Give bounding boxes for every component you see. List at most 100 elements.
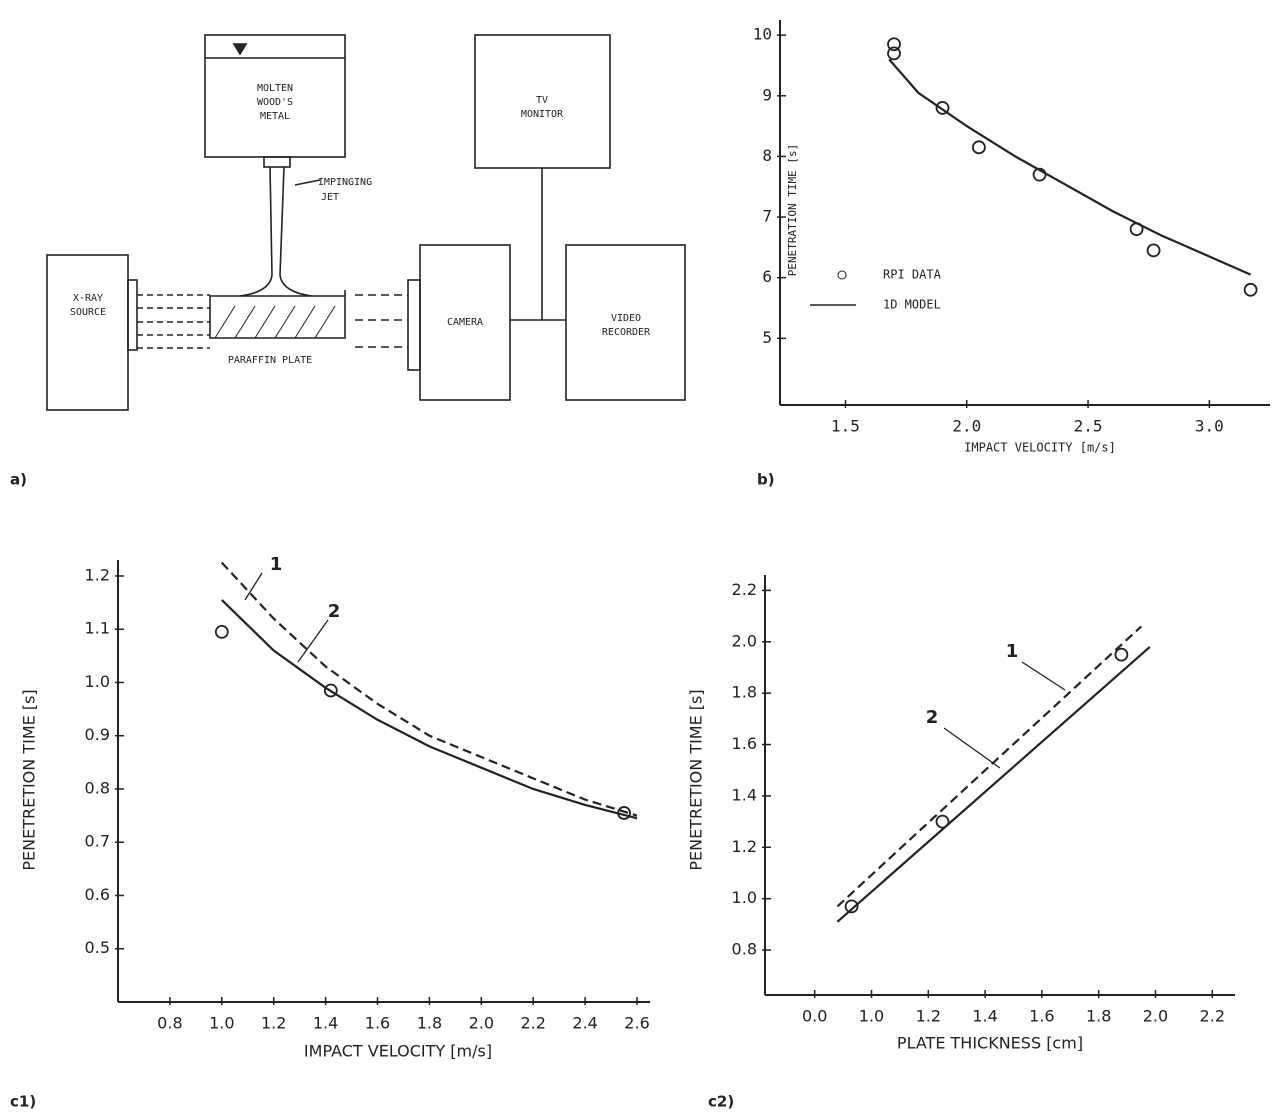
- x-tick-label: 2.0: [1143, 1007, 1168, 1026]
- x-tick-label: 1.8: [1086, 1007, 1111, 1026]
- x-axis-label: IMPACT VELOCITY [m/s]: [964, 441, 1116, 455]
- y-tick-label: 1.0: [85, 672, 110, 691]
- model-curve: [222, 563, 637, 816]
- x-tick-label: 2.4: [572, 1014, 597, 1033]
- paraffin-plate: [210, 296, 345, 338]
- monitor-label: TV: [536, 95, 548, 106]
- data-point: [216, 626, 228, 638]
- cable: [510, 168, 566, 320]
- y-tick-label: 1.4: [732, 785, 757, 804]
- y-tick-label: 8: [762, 146, 772, 165]
- x-tick-label: 1.0: [859, 1007, 884, 1026]
- panel-label: c2): [708, 1093, 734, 1111]
- x-tick-label: 2.2: [520, 1014, 545, 1033]
- y-tick-label: 1.2: [85, 565, 110, 584]
- jet-label: JET: [321, 192, 339, 203]
- y-tick-label: 9: [762, 85, 772, 104]
- y-tick-label: 0.7: [85, 832, 110, 851]
- annotation-leader: [944, 728, 1000, 768]
- source-label: SOURCE: [70, 307, 106, 318]
- x-tick-label: 0.8: [157, 1014, 182, 1033]
- y-tick-label: 6: [762, 267, 772, 286]
- legend-label: 1D MODEL: [883, 298, 941, 312]
- annotation: 2: [328, 601, 341, 622]
- x-tick-label: 1.5: [831, 417, 860, 436]
- x-tick-label: 2.0: [469, 1014, 494, 1033]
- x-tick-label: 1.6: [365, 1014, 390, 1033]
- y-tick-label: 0.9: [85, 725, 110, 744]
- x-tick-label: 2.6: [624, 1014, 649, 1033]
- model-curve: [889, 59, 1250, 274]
- y-tick-label: 1.2: [732, 837, 757, 856]
- tank: [205, 35, 345, 157]
- y-tick-label: 0.6: [85, 885, 110, 904]
- x-axis-label: PLATE THICKNESS [cm]: [897, 1034, 1083, 1053]
- camera-label: CAMERA: [447, 317, 483, 328]
- recorder-label: VIDEO: [611, 313, 641, 324]
- leader: [295, 180, 320, 185]
- model-curve: [222, 600, 637, 818]
- x-tick-label: 2.5: [1074, 417, 1103, 436]
- camera-lens: [408, 280, 420, 370]
- level-marker: [234, 44, 246, 54]
- data-point: [1245, 284, 1257, 296]
- rays: [137, 295, 210, 348]
- x-tick-label: 0.0: [802, 1007, 827, 1026]
- x-tick-label: 2.0: [952, 417, 981, 436]
- tank-label: WOOD'S: [257, 97, 293, 108]
- data-point: [1148, 244, 1160, 256]
- y-tick-label: 10: [753, 25, 772, 44]
- y-tick-label: 1.0: [732, 888, 757, 907]
- y-tick-label: 1.8: [732, 683, 757, 702]
- nozzle: [264, 157, 290, 167]
- recorder-label: RECORDER: [602, 327, 651, 338]
- y-tick-label: 2.0: [732, 631, 757, 650]
- jet: [240, 167, 312, 296]
- monitor-label: MONITOR: [521, 109, 564, 120]
- annotation: 1: [1006, 641, 1019, 662]
- data-point: [973, 141, 985, 153]
- legend-label: RPI DATA: [883, 268, 942, 282]
- data-point: [1115, 649, 1127, 661]
- x-tick-label: 1.2: [261, 1014, 286, 1033]
- rays-out: [355, 295, 408, 347]
- tank-label: METAL: [260, 111, 290, 122]
- model-curve: [837, 626, 1141, 906]
- panel-label: c1): [10, 1093, 36, 1111]
- jet-label: IMPINGING: [318, 177, 372, 188]
- model-curve: [837, 647, 1149, 922]
- y-tick-label: 1.6: [732, 734, 757, 753]
- panel-label: a): [10, 471, 27, 489]
- x-tick-label: 2.2: [1200, 1007, 1225, 1026]
- x-axis-label: IMPACT VELOCITY [m/s]: [304, 1042, 492, 1061]
- panel-label: b): [757, 471, 775, 489]
- legend-symbol: [838, 271, 846, 279]
- tank-label: MOLTEN: [257, 83, 293, 94]
- y-tick-label: 0.8: [732, 940, 757, 959]
- x-tick-label: 3.0: [1195, 417, 1224, 436]
- y-tick-label: 5: [762, 328, 772, 347]
- y-axis-label: PENETRATION TIME [s]: [786, 144, 799, 276]
- xray-source: [47, 255, 128, 410]
- y-tick-label: 7: [762, 207, 772, 226]
- source-window: [128, 280, 137, 350]
- x-tick-label: 1.4: [313, 1014, 338, 1033]
- x-tick-label: 1.0: [209, 1014, 234, 1033]
- annotation-leader: [1022, 662, 1065, 690]
- y-tick-label: 0.8: [85, 778, 110, 797]
- source-label: X-RAY: [73, 293, 103, 304]
- y-axis-label: PENETRETION TIME [s]: [687, 689, 706, 870]
- diagram: MOLTEN WOOD'S METAL IMPINGING JET PARAFF…: [47, 35, 685, 410]
- y-tick-label: 2.2: [732, 580, 757, 599]
- x-tick-label: 1.8: [417, 1014, 442, 1033]
- plate-label: PARAFFIN PLATE: [228, 355, 312, 366]
- x-tick-label: 1.2: [916, 1007, 941, 1026]
- figure: MOLTEN WOOD'S METAL IMPINGING JET PARAFF…: [0, 0, 1280, 1113]
- y-tick-label: 1.1: [85, 619, 110, 638]
- y-axis-label: PENETRETION TIME [s]: [20, 689, 39, 870]
- data-point: [888, 47, 900, 59]
- annotation: 1: [270, 554, 283, 575]
- x-tick-label: 1.4: [972, 1007, 997, 1026]
- annotation: 2: [926, 707, 939, 728]
- hatch: [215, 306, 335, 338]
